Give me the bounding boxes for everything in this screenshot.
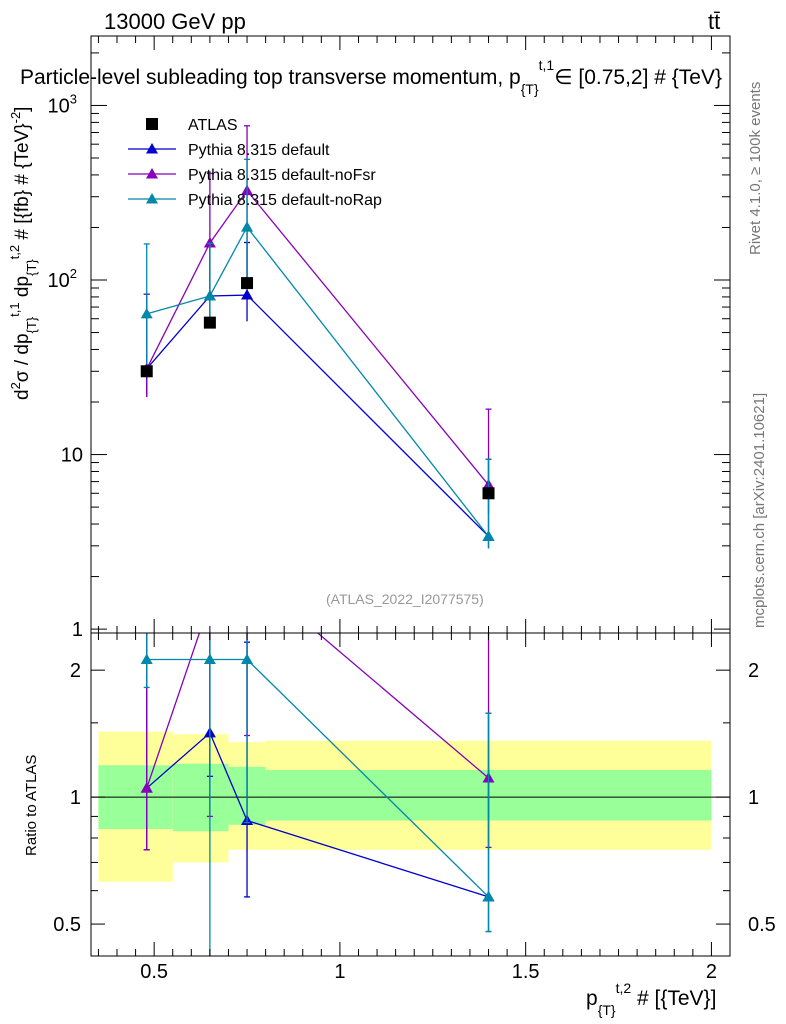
main-series-marker <box>241 289 254 300</box>
main-panel: 1 10 102 103 <box>48 35 731 641</box>
ratio-ytick-label: 0.5 <box>53 914 81 936</box>
ratio-xtick-label: 2 <box>706 961 717 983</box>
analysis-id: (ATLAS_2022_I2077575) <box>326 591 484 607</box>
energy-label: 13000 GeV pp <box>104 9 246 34</box>
legend-marker <box>146 143 158 154</box>
ratio-xtick-label: 1 <box>334 961 345 983</box>
title-sub: {T} <box>521 81 539 97</box>
ratio-xtick-label: 0.5 <box>140 961 168 983</box>
main-ylabel: d2σ / dp{T}t,1 dp{T}t,2 # [{fb} # {TeV}-… <box>7 107 39 400</box>
ratio-frame <box>90 632 731 957</box>
main-ytick-label: 102 <box>48 266 77 292</box>
legend-entry-label: ATLAS <box>188 117 238 134</box>
side-label-mcplots: mcplots.cern.ch [arXiv:2401.10621] <box>751 393 768 628</box>
main-series-line <box>146 225 490 537</box>
ratio-series-marker <box>241 653 254 664</box>
plot-title: Particle-level subleading top transverse… <box>20 57 722 97</box>
legend-entry-label: Pythia 8.315 default <box>188 142 330 159</box>
ratio-series-marker <box>204 596 216 607</box>
ratio-series-line <box>146 633 489 789</box>
main-ytick-label: 103 <box>48 91 77 117</box>
title-sup: t,1 <box>539 57 555 73</box>
ratio-ytick-label-right: 0.5 <box>748 914 776 936</box>
main-series-marker <box>203 236 216 248</box>
main-series-marker <box>241 221 254 232</box>
legend-entry-label: Pythia 8.315 default-noRap <box>188 192 382 209</box>
legend-atlas-marker <box>146 118 158 130</box>
main-ytick-label: 10 <box>61 445 83 467</box>
main-series-line <box>146 294 489 537</box>
ratio-series-marker <box>140 653 153 664</box>
main-series-line <box>146 189 490 486</box>
side-label-rivet: Rivet 4.1.0, ≥ 100k events <box>747 82 764 255</box>
ratio-ylabel: Ratio to ATLAS <box>23 755 40 856</box>
main-series-marker <box>203 289 216 301</box>
ratio-ytick-label-right: 2 <box>748 660 759 682</box>
xlabel: p{T}t,2 # [{TeV}] <box>586 980 716 1018</box>
ratio-series-line <box>146 731 489 898</box>
legend: ATLAS Pythia 8.315 default Pythia 8.315 de… <box>128 117 382 209</box>
main-series-marker <box>140 307 153 319</box>
ratio-series-marker <box>203 653 216 664</box>
ratio-ytick-label: 2 <box>70 660 81 682</box>
legend-marker <box>146 193 158 204</box>
main-frame <box>90 35 731 634</box>
atlas-data-point <box>241 277 254 290</box>
process-label: tt̄ <box>708 9 720 34</box>
ratio-series-marker <box>241 567 253 578</box>
ratio-series-line <box>146 658 489 898</box>
ratio-ytick-label-right: 1 <box>748 787 759 809</box>
atlas-data-point <box>482 487 495 500</box>
ratio-panel: 0.5 0.5 1 1 2 2 0.5 1 1.5 2 <box>53 567 776 983</box>
legend-entry-label: Pythia 8.315 default-noFsr <box>188 167 376 184</box>
ratio-series-marker <box>482 890 495 902</box>
main-series-marker <box>482 530 495 541</box>
title-tail: ∈ [0.75,2] # {TeV} <box>554 66 722 89</box>
legend-marker <box>146 168 158 179</box>
title-main: Particle-level subleading top transverse… <box>20 66 521 89</box>
ratio-series-marker <box>140 782 153 793</box>
ratio-ytick-label: 1 <box>70 787 81 809</box>
ratio-xtick-label: 1.5 <box>512 961 540 983</box>
atlas-data-point <box>140 365 153 378</box>
main-ytick-label: 1 <box>72 619 83 641</box>
atlas-data-point <box>203 316 216 329</box>
